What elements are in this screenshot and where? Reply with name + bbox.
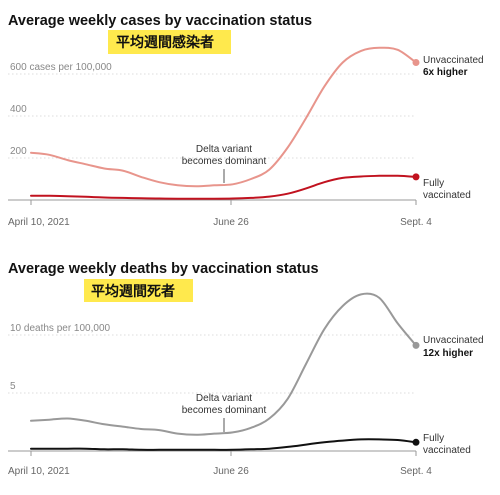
cases-unvaccinated-label: Unvaccinated	[423, 55, 484, 66]
deaths-callout: 平均週間死者	[84, 279, 193, 302]
cases-chart: Average weekly cases by vaccination stat…	[8, 13, 484, 228]
cases-callout-text: 平均週間感染者	[116, 34, 214, 51]
deaths-unvaccinated-label: Unvaccinated	[423, 335, 484, 346]
deaths-vaccinated-label: Fully vaccinated	[423, 433, 471, 456]
cases-y-tick-label-600: 600 cases per 100,000	[10, 62, 112, 73]
cases-annotation-line-1: Delta variant	[196, 144, 252, 155]
cases-legend-labels: Unvaccinated 6x higher Fully vaccinated	[423, 55, 484, 201]
cases-annotation: Delta variant becomes dominant	[182, 144, 267, 183]
deaths-annotation: Delta variant becomes dominant	[182, 393, 267, 432]
cases-y-tick-labels: 600 cases per 100,000 400 200	[10, 62, 112, 157]
cases-x-tick-label-end: Sept. 4	[400, 217, 432, 228]
deaths-callout-highlight	[84, 279, 193, 302]
deaths-y-tick-labels: 10 deaths per 100,000 5	[10, 323, 111, 392]
cases-unvaccinated-note: 6x higher	[423, 67, 468, 78]
deaths-x-tick-label-start: April 10, 2021	[8, 466, 70, 477]
deaths-annotation-line-1: Delta variant	[196, 393, 252, 404]
deaths-x-tick-label-end: Sept. 4	[400, 466, 432, 477]
cases-unvaccinated-end-dot	[412, 59, 420, 66]
cases-callout: 平均週間感染者	[108, 30, 231, 54]
deaths-unvaccinated-end-dot	[412, 341, 420, 349]
cases-vaccinated-label: Fully vaccinated	[423, 178, 471, 201]
deaths-callout-text: 平均週間死者	[91, 283, 175, 300]
deaths-x-tick-labels: April 10, 2021 June 26 Sept. 4	[8, 466, 432, 477]
cases-chart-title: Average weekly cases by vaccination stat…	[8, 13, 312, 29]
deaths-unvaccinated-note: 12x higher	[423, 348, 473, 359]
deaths-unvaccinated-line	[30, 292, 417, 436]
deaths-chart: Average weekly deaths by vaccination sta…	[8, 261, 484, 477]
deaths-x-tick-label-mid: June 26	[213, 466, 249, 477]
cases-x-tick-label-start: April 10, 2021	[8, 217, 70, 228]
deaths-y-tick-label-10: 10 deaths per 100,000	[10, 323, 111, 334]
cases-y-tick-label-200: 200	[10, 146, 27, 157]
deaths-chart-title: Average weekly deaths by vaccination sta…	[8, 261, 319, 277]
cases-x-tick-labels: April 10, 2021 June 26 Sept. 4	[8, 217, 432, 228]
deaths-annotation-line-2: becomes dominant	[182, 405, 267, 416]
cases-y-tick-label-400: 400	[10, 104, 27, 115]
cases-x-tick-label-mid: June 26	[213, 217, 249, 228]
deaths-y-tick-label-5: 5	[10, 381, 16, 392]
deaths-vaccinated-end-dot	[412, 438, 420, 446]
cases-vaccinated-end-dot	[412, 173, 420, 181]
cases-x-ticks	[30, 200, 417, 205]
cases-vaccinated-line	[30, 174, 417, 200]
cases-unvaccinated-line	[30, 46, 417, 188]
deaths-x-ticks	[30, 451, 417, 456]
cases-annotation-line-2: becomes dominant	[182, 156, 267, 167]
deaths-vaccinated-line	[30, 438, 417, 451]
deaths-gridlines	[8, 334, 415, 394]
deaths-legend-labels: Unvaccinated 12x higher Fully vaccinated	[423, 335, 484, 456]
cases-callout-highlight	[108, 30, 231, 54]
